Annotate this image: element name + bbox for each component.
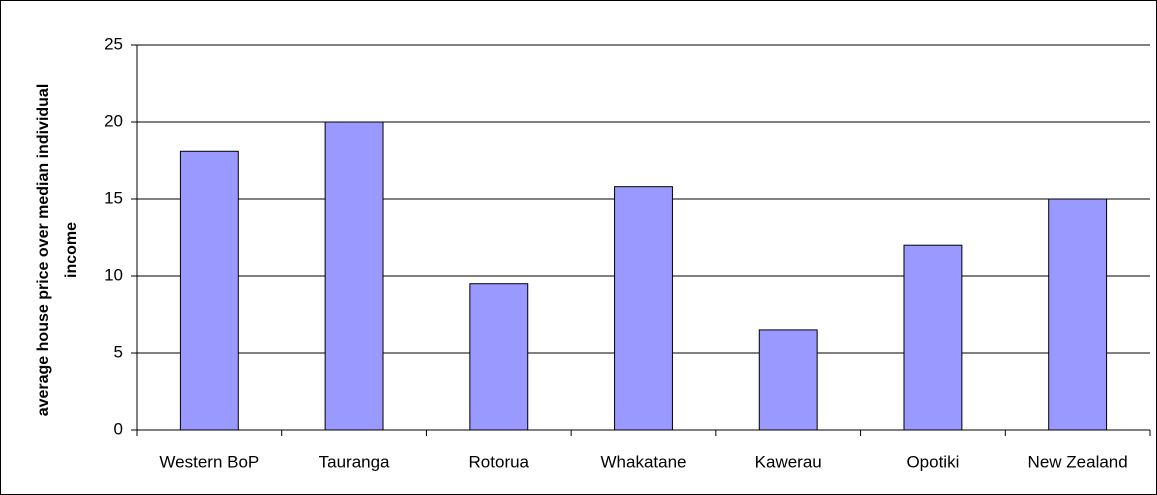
x-tick-label: New Zealand	[1028, 452, 1128, 471]
x-tick-label: Western BoP	[159, 452, 259, 471]
y-tick-label: 15	[104, 188, 123, 207]
y-tick-label: 5	[114, 342, 123, 361]
bar	[1048, 198, 1108, 431]
x-tick-label: Whakatane	[601, 452, 687, 471]
bar	[324, 121, 384, 431]
bar	[179, 150, 239, 431]
y-tick-label: 25	[104, 34, 123, 53]
y-tick-label: 20	[104, 111, 123, 130]
x-tick-label: Rotorua	[469, 452, 530, 471]
x-tick-label: Opotiki	[906, 452, 959, 471]
bar	[903, 244, 963, 431]
y-axis-label: average house price over median individu…	[35, 84, 52, 417]
y-tick-label: 10	[104, 265, 123, 284]
bar	[469, 283, 529, 431]
bar	[614, 186, 673, 431]
y-tick-label: 0	[114, 419, 123, 438]
x-tick-label: Tauranga	[319, 452, 390, 471]
bar	[758, 329, 818, 431]
x-tick-label: Kawerau	[755, 452, 822, 471]
y-axis-label: income	[63, 222, 80, 278]
